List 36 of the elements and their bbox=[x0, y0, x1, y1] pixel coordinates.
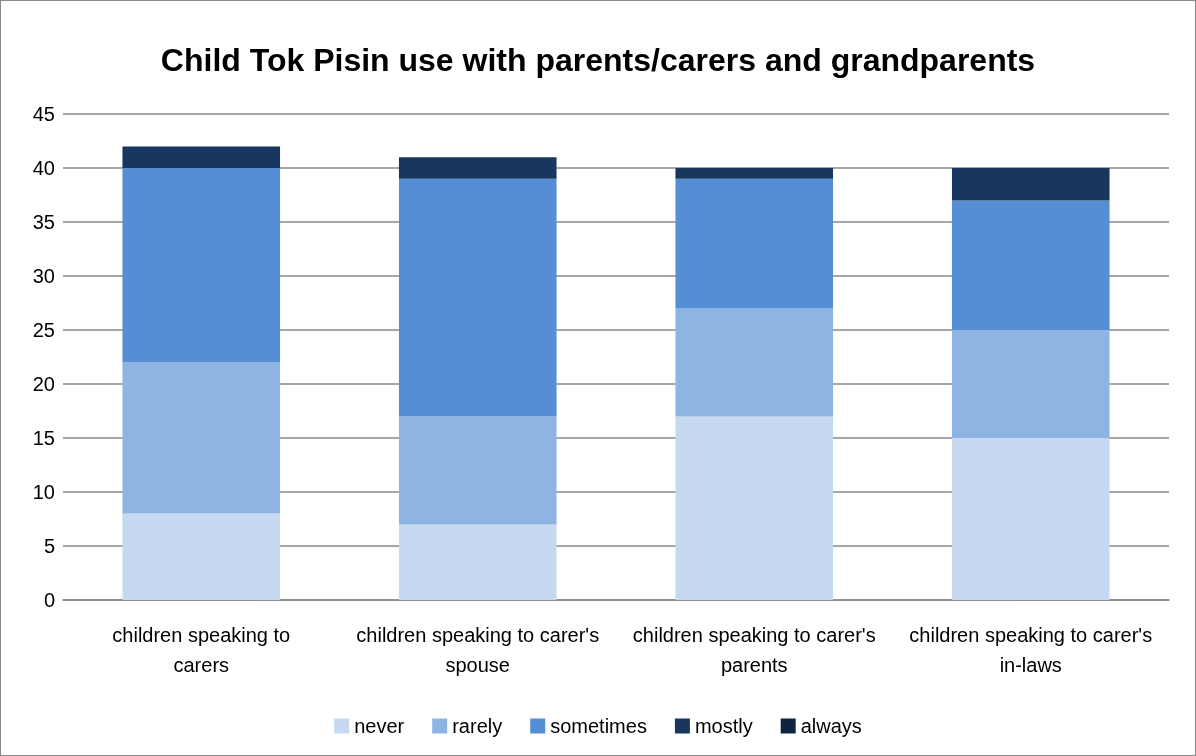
bar bbox=[951, 330, 1110, 438]
bar bbox=[398, 157, 557, 179]
bar bbox=[122, 146, 281, 168]
x-tick-label: children speaking to carers bbox=[112, 624, 291, 676]
y-tick-label: 45 bbox=[32, 103, 55, 125]
bar bbox=[951, 438, 1110, 600]
legend-label: never bbox=[354, 715, 405, 737]
bar bbox=[122, 513, 281, 600]
legend-label: mostly bbox=[694, 715, 753, 737]
bar bbox=[398, 178, 557, 417]
x-tick-label: children speaking to carer's spouse bbox=[356, 624, 600, 676]
y-tick-label: 40 bbox=[32, 157, 55, 179]
x-tick-label: children speaking to carer's parents bbox=[632, 624, 876, 676]
legend-label: rarely bbox=[452, 715, 503, 737]
bar bbox=[675, 308, 834, 417]
y-tick-label: 35 bbox=[32, 211, 55, 233]
y-tick-label: 0 bbox=[43, 589, 55, 611]
bar bbox=[675, 168, 834, 179]
bar bbox=[122, 168, 281, 363]
bar bbox=[951, 200, 1110, 330]
legend-label: sometimes bbox=[550, 715, 647, 737]
y-tick-label: 25 bbox=[32, 319, 55, 341]
y-tick-label: 10 bbox=[32, 481, 55, 503]
y-tick-label: 30 bbox=[32, 265, 55, 287]
y-tick-label: 15 bbox=[32, 427, 55, 449]
bar bbox=[951, 168, 1110, 201]
bar bbox=[122, 362, 281, 514]
bar bbox=[398, 524, 557, 600]
y-tick-label: 5 bbox=[43, 535, 55, 557]
bar bbox=[398, 416, 557, 525]
bar bbox=[675, 178, 834, 309]
bar bbox=[675, 416, 834, 600]
y-tick-label: 20 bbox=[32, 373, 55, 395]
chart-title: Child Tok Pisin use with parents/carers and grandparents bbox=[160, 42, 1036, 78]
x-tick-label: children speaking to carer's in-laws bbox=[909, 624, 1153, 676]
legend-label: always bbox=[800, 715, 862, 737]
